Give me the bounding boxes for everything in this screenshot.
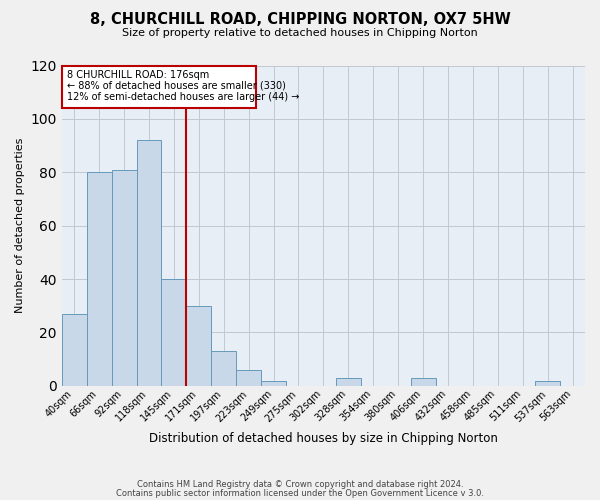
Text: 12% of semi-detached houses are larger (44) →: 12% of semi-detached houses are larger (… bbox=[67, 92, 299, 102]
Bar bbox=[62, 66, 256, 108]
Text: 8 CHURCHILL ROAD: 176sqm: 8 CHURCHILL ROAD: 176sqm bbox=[67, 70, 209, 80]
Y-axis label: Number of detached properties: Number of detached properties bbox=[15, 138, 25, 314]
Bar bbox=[535, 380, 560, 386]
Bar bbox=[187, 306, 211, 386]
Bar bbox=[137, 140, 161, 386]
Bar bbox=[62, 314, 87, 386]
Bar bbox=[261, 380, 286, 386]
Text: Contains public sector information licensed under the Open Government Licence v : Contains public sector information licen… bbox=[116, 488, 484, 498]
Bar bbox=[236, 370, 261, 386]
Bar bbox=[112, 170, 137, 386]
Bar bbox=[211, 351, 236, 386]
Bar bbox=[410, 378, 436, 386]
Text: 8, CHURCHILL ROAD, CHIPPING NORTON, OX7 5HW: 8, CHURCHILL ROAD, CHIPPING NORTON, OX7 … bbox=[89, 12, 511, 28]
Bar bbox=[336, 378, 361, 386]
Text: ← 88% of detached houses are smaller (330): ← 88% of detached houses are smaller (33… bbox=[67, 81, 286, 91]
Bar bbox=[87, 172, 112, 386]
Text: Contains HM Land Registry data © Crown copyright and database right 2024.: Contains HM Land Registry data © Crown c… bbox=[137, 480, 463, 489]
Text: Size of property relative to detached houses in Chipping Norton: Size of property relative to detached ho… bbox=[122, 28, 478, 38]
Bar bbox=[161, 279, 187, 386]
X-axis label: Distribution of detached houses by size in Chipping Norton: Distribution of detached houses by size … bbox=[149, 432, 498, 445]
